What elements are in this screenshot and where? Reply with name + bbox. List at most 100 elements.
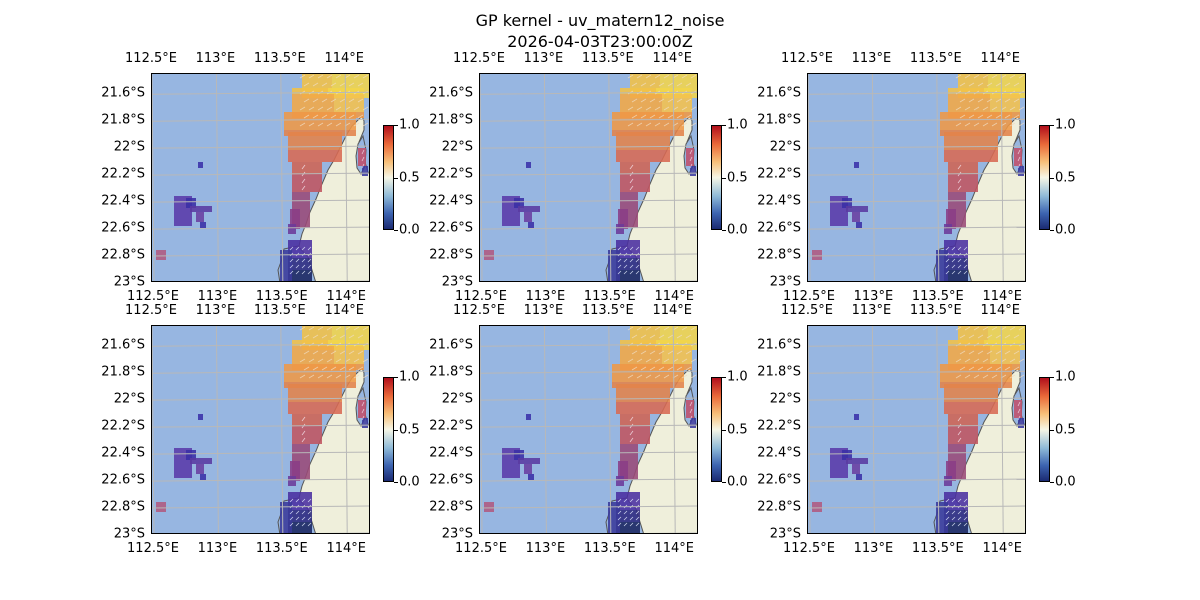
data-cell xyxy=(306,384,312,390)
meridian-line xyxy=(152,74,155,281)
meridian-line xyxy=(480,74,483,281)
data-cell xyxy=(1000,130,1006,136)
data-cell xyxy=(644,340,650,346)
data-cell xyxy=(186,450,196,460)
data-cell xyxy=(960,180,966,186)
data-cell xyxy=(632,444,638,450)
data-cell xyxy=(638,438,644,444)
data-cell xyxy=(290,364,296,370)
data-cell xyxy=(644,420,650,426)
data-cell xyxy=(954,462,960,468)
lat-tick-label: 22.8°S xyxy=(101,247,145,263)
data-cell xyxy=(632,204,638,210)
data-cell xyxy=(966,346,972,352)
vector-arrow xyxy=(658,82,665,87)
data-cell xyxy=(954,414,960,420)
vector-arrow xyxy=(623,510,628,515)
data-cell xyxy=(634,276,640,281)
vector-arrow xyxy=(1018,74,1025,79)
vector-arrow xyxy=(303,114,310,119)
vector-arrow xyxy=(991,358,998,363)
parallel-line xyxy=(152,145,369,149)
data-cell xyxy=(622,150,628,156)
lon-tick-label-bottom: 113°E xyxy=(197,289,238,304)
data-cell xyxy=(310,186,316,192)
data-cell xyxy=(304,100,310,106)
data-cell xyxy=(696,74,697,80)
data-cell xyxy=(300,132,306,138)
data-cell xyxy=(310,346,316,352)
data-cell xyxy=(612,376,618,382)
data-cell xyxy=(324,150,330,156)
data-cell xyxy=(672,364,678,370)
vector-arrow xyxy=(348,98,355,103)
vector-arrow xyxy=(1013,366,1020,371)
data-cell xyxy=(292,88,298,94)
vector-arrow xyxy=(945,498,950,503)
data-cell xyxy=(310,180,316,186)
vector-arrow xyxy=(629,246,634,251)
data-cell xyxy=(312,408,318,414)
vector-arrow xyxy=(335,358,342,363)
data-cell xyxy=(964,112,970,118)
data-cell xyxy=(614,514,620,520)
data-cell xyxy=(630,74,636,80)
lat-tick-label: 22.2°S xyxy=(429,418,473,434)
data-cell xyxy=(646,402,652,408)
data-cell xyxy=(1006,124,1012,130)
data-cell xyxy=(946,461,956,481)
data-cell xyxy=(684,74,690,80)
vector-arrow xyxy=(289,264,294,269)
vector-arrow xyxy=(301,510,306,515)
data-cell xyxy=(958,332,964,338)
data-cell xyxy=(636,376,642,382)
data-cell xyxy=(304,474,310,480)
data-cell xyxy=(970,124,976,130)
data-cell xyxy=(666,364,672,370)
data-cell xyxy=(620,438,626,444)
data-cell xyxy=(322,340,328,346)
data-cell xyxy=(340,100,346,106)
meridian-line xyxy=(1000,74,1004,281)
data-cell xyxy=(956,384,962,390)
vector-arrow xyxy=(617,258,622,263)
data-cell xyxy=(634,156,640,162)
data-cell xyxy=(1012,326,1018,332)
map-panel-3[interactable] xyxy=(807,73,1026,282)
data-cell xyxy=(362,418,368,428)
data-cell xyxy=(1002,340,1008,346)
map-panel-1[interactable] xyxy=(151,73,370,282)
data-cell xyxy=(1002,88,1008,94)
vector-arrow xyxy=(339,366,346,371)
vector-arrow xyxy=(986,114,993,119)
data-cell xyxy=(304,340,310,346)
map-panel-4[interactable] xyxy=(151,325,370,534)
vector-arrow xyxy=(1018,326,1025,331)
vector-arrow xyxy=(295,522,300,527)
vector-arrow xyxy=(339,334,346,339)
data-cell xyxy=(634,528,640,533)
vector-arrow xyxy=(663,358,670,363)
vector-arrow xyxy=(690,122,697,127)
data-cell xyxy=(980,390,986,396)
data-cell xyxy=(1014,400,1022,418)
data-cell xyxy=(330,402,336,408)
vector-arrow xyxy=(945,510,950,515)
map-panel-2[interactable] xyxy=(479,73,698,282)
data-cell xyxy=(626,462,632,468)
data-cell xyxy=(632,106,638,112)
data-cell xyxy=(960,456,966,462)
vector-arrow xyxy=(957,264,962,269)
data-cell xyxy=(970,112,976,118)
map-panel-5[interactable] xyxy=(479,325,698,534)
data-cell xyxy=(318,150,324,156)
data-cell xyxy=(660,326,666,332)
vector-arrow xyxy=(617,516,622,521)
data-cell xyxy=(994,370,1000,376)
lon-tick-label-bottom: 113.5°E xyxy=(583,289,636,304)
map-panel-6[interactable] xyxy=(807,325,1026,534)
vector-arrow xyxy=(312,82,319,87)
vector-arrow xyxy=(326,374,333,379)
data-cell xyxy=(940,376,946,382)
parallel-line xyxy=(480,226,697,230)
